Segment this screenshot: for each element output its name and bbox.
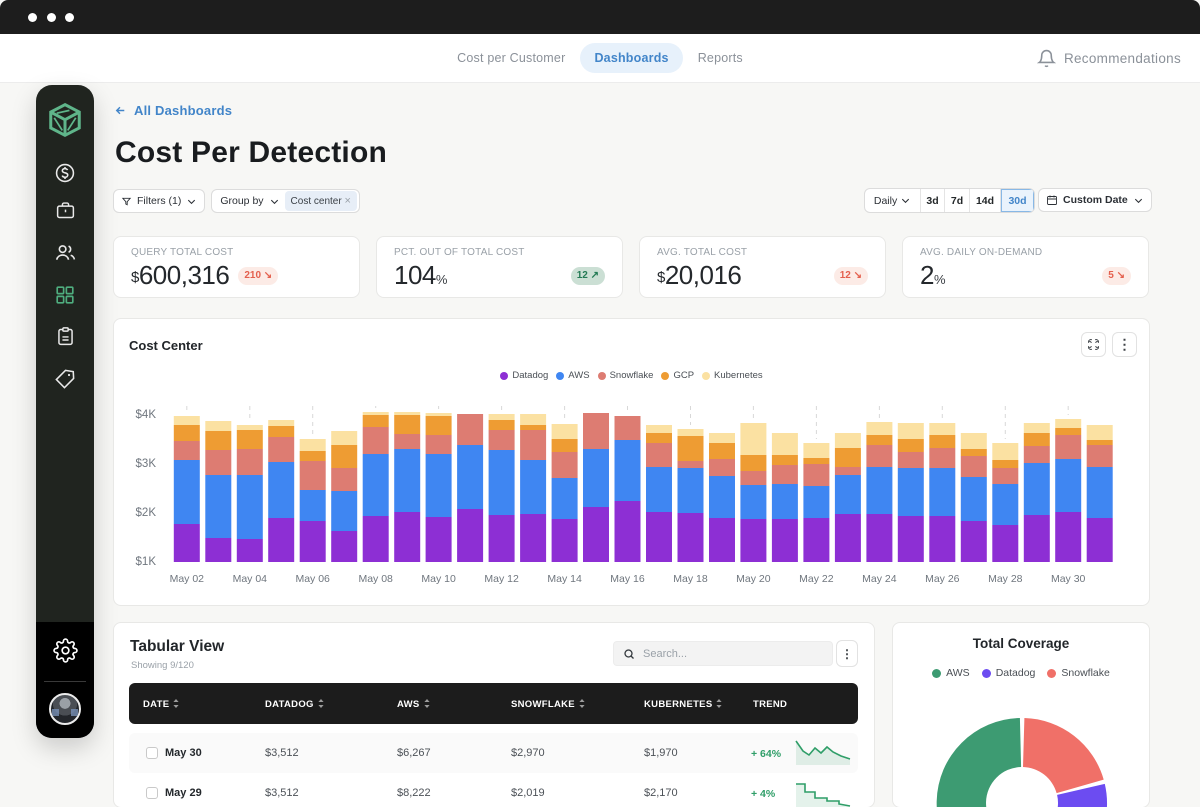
svg-text:May 26: May 26 <box>925 573 960 585</box>
svg-text:$1K: $1K <box>136 556 157 568</box>
svg-text:$3K: $3K <box>136 458 157 470</box>
svg-text:$4K: $4K <box>136 409 157 421</box>
svg-text:May 12: May 12 <box>484 573 519 585</box>
svg-text:May 28: May 28 <box>988 573 1023 585</box>
svg-text:May 04: May 04 <box>233 573 268 585</box>
svg-text:May 20: May 20 <box>736 573 771 585</box>
svg-text:May 30: May 30 <box>1051 573 1086 585</box>
svg-text:May 16: May 16 <box>610 573 645 585</box>
svg-text:May 14: May 14 <box>547 573 582 585</box>
svg-text:May 22: May 22 <box>799 573 834 585</box>
svg-text:May 24: May 24 <box>862 573 897 585</box>
svg-text:May 18: May 18 <box>673 573 708 585</box>
svg-text:$2K: $2K <box>136 507 157 519</box>
svg-text:May 06: May 06 <box>295 573 330 585</box>
svg-text:May 02: May 02 <box>170 573 205 585</box>
svg-text:May 08: May 08 <box>358 573 393 585</box>
svg-text:May 10: May 10 <box>421 573 456 585</box>
